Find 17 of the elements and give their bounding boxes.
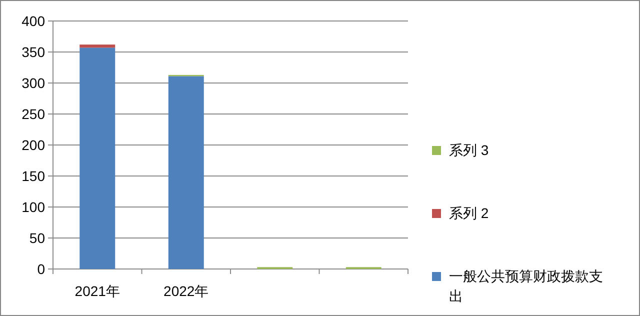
y-tick-label: 0 [37,261,46,277]
y-tick-label: 300 [22,75,46,91]
bar [80,48,116,269]
x-tick-label: 2022年 [164,283,209,299]
y-tick-label: 200 [22,137,46,153]
y-tick-label: 150 [22,168,46,184]
y-tick-label: 350 [22,44,46,60]
bar [168,76,204,269]
y-tick-label: 100 [22,199,46,215]
legend-label: 一般公共预算财政拨款支出 [449,268,603,304]
legend-label: 系列 2 [449,205,489,221]
legend-label: 系列 3 [449,142,489,158]
y-tick-label: 250 [22,106,46,122]
y-tick-label: 400 [22,13,46,29]
y-tick-label: 50 [29,230,46,246]
bar [80,44,116,48]
x-tick-label: 2021年 [74,283,120,299]
